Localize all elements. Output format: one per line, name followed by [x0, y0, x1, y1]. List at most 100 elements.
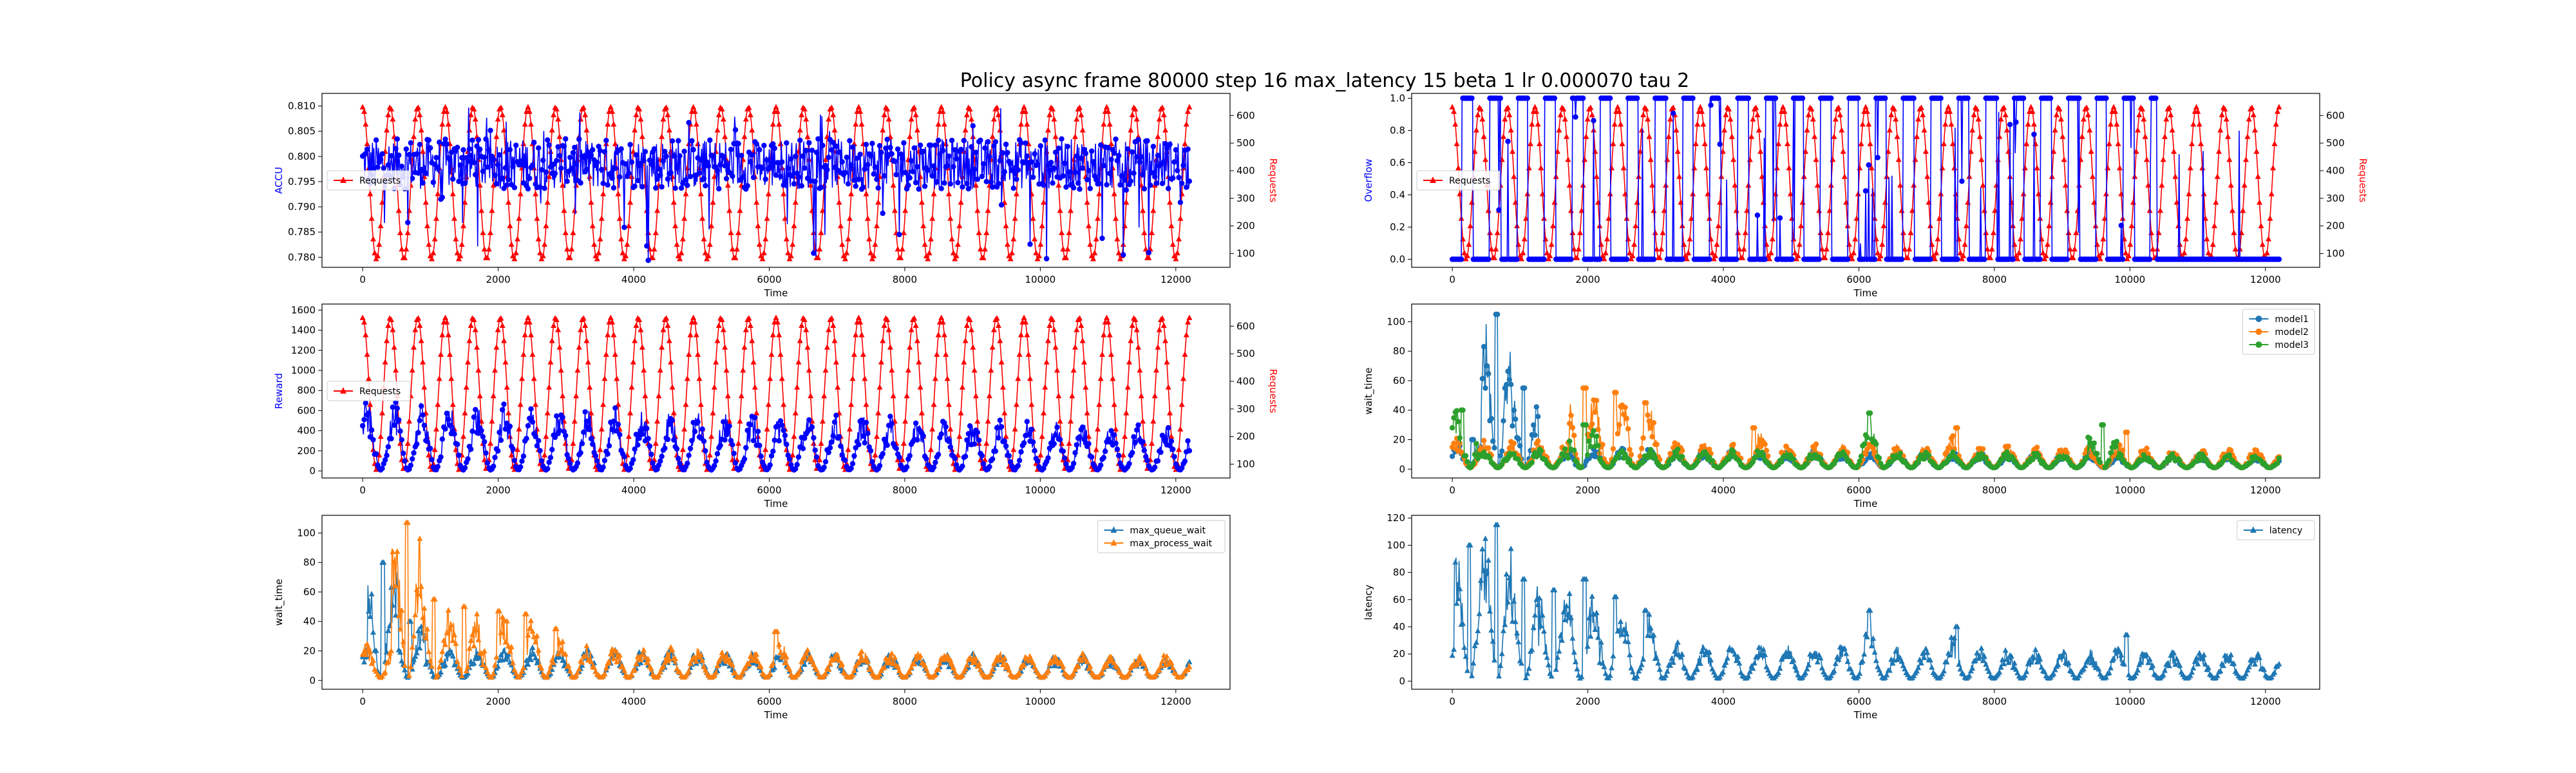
data-point — [439, 121, 446, 127]
data-point — [1027, 241, 1033, 247]
data-point — [1083, 384, 1089, 390]
data-point — [1701, 140, 1708, 146]
data-point — [873, 222, 880, 229]
data-point — [842, 256, 848, 262]
data-point — [630, 457, 636, 463]
data-point — [1034, 458, 1041, 464]
data-point — [705, 163, 712, 169]
data-point — [1150, 418, 1157, 424]
data-point — [594, 256, 600, 262]
data-point — [1912, 156, 1918, 162]
data-point — [1103, 448, 1108, 454]
x-tick-label: 4000 — [1711, 274, 1736, 285]
data-point — [1086, 441, 1092, 447]
data-point — [848, 162, 854, 168]
data-point — [1186, 314, 1193, 320]
data-point — [949, 236, 955, 242]
data-point — [529, 419, 536, 425]
data-point — [552, 434, 558, 440]
data-point — [1074, 116, 1080, 122]
data-point — [537, 249, 544, 256]
data-point — [2052, 127, 2058, 133]
data-point — [1005, 149, 1010, 156]
data-point — [460, 222, 466, 229]
data-point — [1131, 434, 1137, 440]
data-point — [880, 338, 886, 343]
data-point — [961, 359, 967, 365]
data-point — [857, 319, 864, 325]
y2-tick-label: 500 — [1236, 137, 1255, 149]
data-point — [703, 183, 708, 189]
data-point — [956, 433, 963, 439]
figure-title: Policy async frame 80000 step 16 max_lat… — [960, 70, 1690, 92]
x-tick-label: 6000 — [757, 484, 781, 496]
data-point — [442, 426, 448, 432]
data-point — [418, 127, 424, 133]
data-point — [943, 351, 949, 357]
data-point — [826, 116, 832, 122]
data-point — [1528, 140, 1533, 146]
data-point — [1060, 448, 1066, 454]
data-point — [872, 164, 878, 170]
data-point — [1568, 412, 1574, 418]
data-point — [1119, 173, 1125, 179]
data-point — [1876, 256, 1882, 262]
data-point — [1096, 191, 1103, 196]
data-point — [974, 430, 981, 435]
data-point — [1601, 256, 1607, 262]
data-point — [791, 222, 797, 229]
data-point — [538, 458, 545, 464]
data-point — [1867, 410, 1873, 416]
y2-tick-label: 100 — [1236, 459, 1255, 470]
data-point — [651, 146, 658, 152]
data-point — [1700, 121, 1707, 127]
data-point — [624, 241, 630, 247]
data-point — [546, 384, 553, 390]
data-point — [1066, 229, 1072, 235]
data-point — [1551, 199, 1558, 205]
data-point — [676, 455, 681, 462]
data-point — [2108, 121, 2114, 127]
data-point — [1162, 140, 1168, 147]
data-point — [1106, 121, 1113, 127]
data-point — [1739, 254, 1746, 260]
data-point — [865, 430, 871, 436]
data-point — [507, 147, 513, 153]
data-point — [1531, 422, 1537, 428]
data-point — [1493, 245, 1499, 252]
data-point — [1694, 121, 1701, 127]
data-point — [1538, 448, 1544, 454]
data-point — [1515, 241, 1522, 247]
data-point — [722, 133, 728, 139]
data-point — [980, 161, 987, 167]
data-point — [679, 446, 686, 452]
data-point — [1734, 256, 1739, 262]
data-point — [1065, 245, 1071, 252]
data-point — [1090, 256, 1096, 262]
data-point — [927, 236, 934, 242]
data-point — [974, 207, 981, 213]
data-point — [2106, 140, 2112, 146]
data-point — [1960, 253, 1967, 258]
data-point — [611, 121, 617, 127]
data-point — [1726, 456, 1732, 463]
data-point — [855, 314, 862, 320]
data-point — [1072, 169, 1078, 175]
data-point — [942, 180, 947, 186]
data-point — [385, 162, 391, 168]
data-point — [672, 186, 678, 191]
data-point — [764, 215, 770, 221]
y-tick-label: 0.800 — [288, 151, 316, 162]
data-point — [740, 174, 746, 180]
data-point — [433, 215, 439, 221]
data-point — [994, 315, 1000, 321]
data-point — [910, 169, 916, 175]
data-point — [817, 245, 823, 252]
data-point — [863, 191, 869, 196]
data-point — [549, 446, 555, 453]
data-point — [519, 158, 525, 164]
x-tick-label: 0 — [359, 274, 366, 285]
data-point — [1913, 133, 1920, 139]
data-point — [1481, 133, 1487, 139]
data-point — [765, 191, 772, 196]
